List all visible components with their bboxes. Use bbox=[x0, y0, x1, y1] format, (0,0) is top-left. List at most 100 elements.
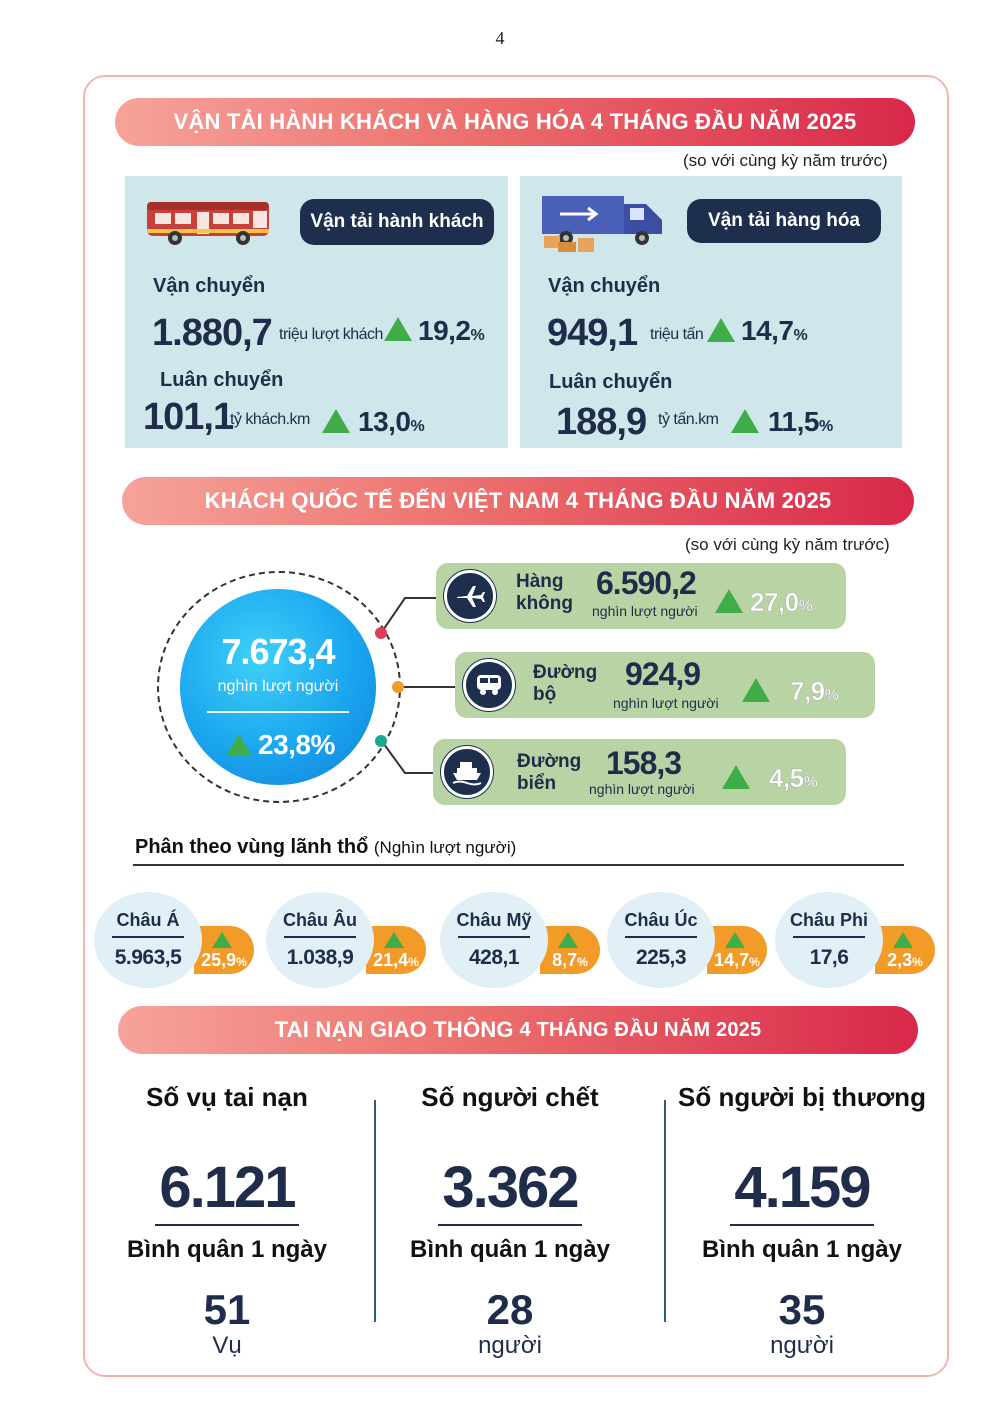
region-name: Châu Úc bbox=[624, 910, 698, 930]
passenger-carried-value: 1.880,7 bbox=[152, 312, 273, 354]
up-arrow-icon bbox=[212, 932, 232, 948]
route-dot-air bbox=[375, 627, 387, 639]
accident-daily-unit: người bbox=[770, 1332, 834, 1359]
up-arrow-icon bbox=[893, 932, 913, 948]
route-card-air: Hàng không 6.590,2 nghìn lượt người 27,0% bbox=[436, 563, 846, 629]
region-pct: 21,4% bbox=[373, 950, 419, 970]
accident-daily-unit: người bbox=[478, 1332, 542, 1359]
accident-value: 6.121 bbox=[159, 1155, 296, 1220]
route-value-road: 924,9 bbox=[625, 656, 701, 692]
region-asia: Châu Á 5.963,5 25,9% bbox=[94, 892, 254, 988]
route-unit-sea: nghìn lượt người bbox=[589, 781, 695, 797]
region-pct: 14,7% bbox=[714, 950, 760, 970]
region-pct: 2,3% bbox=[887, 950, 923, 970]
cargo-rotation-unit: tỷ tấn.km bbox=[658, 411, 719, 428]
region-circle bbox=[607, 892, 715, 988]
route-pct-road: 7,9% bbox=[790, 676, 839, 707]
region-pct: 8,7% bbox=[552, 950, 588, 970]
region-circle bbox=[440, 892, 548, 988]
visitors-banner: KHÁCH QUỐC TẾ ĐẾN VIỆT NAM 4 THÁNG ĐẦU N… bbox=[122, 477, 914, 525]
accident-daily-value: 51 bbox=[203, 1286, 251, 1333]
total-divider bbox=[207, 711, 349, 713]
up-arrow-icon bbox=[731, 409, 759, 433]
route-unit-air: nghìn lượt người bbox=[592, 603, 698, 619]
up-arrow-icon bbox=[384, 932, 404, 948]
region-name: Châu Á bbox=[116, 910, 180, 930]
route-value-sea: 158,3 bbox=[606, 745, 682, 781]
up-arrow-icon bbox=[725, 932, 745, 948]
up-arrow-icon bbox=[742, 678, 770, 702]
passenger-rotation-label: Luân chuyển bbox=[160, 369, 284, 391]
up-arrow-icon bbox=[558, 932, 578, 948]
total-visitors-unit: nghìn lượt người bbox=[217, 678, 339, 695]
cargo-carried-value: 949,1 bbox=[547, 312, 638, 354]
visitors-compare-note: (so với cùng kỳ năm trước) bbox=[685, 535, 890, 554]
passenger-carried-unit: triệu lượt khách bbox=[279, 326, 383, 343]
truck-icon bbox=[538, 192, 670, 259]
route-card-road: Đường bộ 924,9 nghìn lượt người 7,9% bbox=[455, 652, 875, 718]
route-card-sea: Đường biển 158,3 nghìn lượt người 4,5% bbox=[433, 739, 846, 805]
accident-title: Số người bị thương bbox=[678, 1082, 926, 1112]
accidents-banner-rest: 4 THÁNG ĐẦU NĂM 2025 bbox=[513, 1018, 762, 1041]
accidents-banner: TAI NẠN GIAO THÔNG 4 THÁNG ĐẦU NĂM 2025 bbox=[118, 1006, 918, 1054]
ship-icon bbox=[441, 746, 493, 798]
route-dot-sea bbox=[375, 735, 387, 747]
region-divider-line bbox=[625, 936, 697, 938]
cargo-rotation-value: 188,9 bbox=[556, 401, 647, 443]
route-dot-road bbox=[392, 681, 404, 693]
region-circle bbox=[94, 892, 202, 988]
route-name-sea: Đường biển bbox=[517, 751, 582, 794]
transport-compare-note: (so với cùng kỳ năm trước) bbox=[683, 151, 888, 170]
accident-daily-value: 35 bbox=[778, 1286, 826, 1333]
accident-value: 3.362 bbox=[442, 1155, 579, 1220]
transport-banner: VẬN TẢI HÀNH KHÁCH VÀ HÀNG HÓA 4 THÁNG Đ… bbox=[115, 98, 915, 146]
up-arrow-icon bbox=[722, 765, 750, 789]
region-divider-line bbox=[458, 936, 530, 938]
region-america: Châu Mỹ 428,1 8,7% bbox=[440, 892, 600, 988]
up-arrow-icon bbox=[226, 734, 252, 756]
up-arrow-icon bbox=[715, 589, 743, 613]
region-name: Châu Âu bbox=[283, 910, 357, 930]
region-name: Châu Mỹ bbox=[456, 910, 532, 930]
accident-col-injuries: Số người bị thương 4.159 Bình quân 1 ngà… bbox=[668, 1082, 936, 1360]
route-pct-sea: 4,5% bbox=[769, 763, 818, 794]
accident-daily-value: 28 bbox=[486, 1286, 534, 1333]
column-separator bbox=[374, 1100, 376, 1322]
accident-title: Số vụ tai nạn bbox=[146, 1082, 308, 1112]
region-circle bbox=[775, 892, 883, 988]
accident-divider bbox=[730, 1224, 874, 1226]
accident-daily-label: Bình quân 1 ngày bbox=[701, 1236, 902, 1263]
region-name: Châu Phi bbox=[789, 910, 868, 930]
region-value: 17,6 bbox=[809, 946, 849, 969]
accident-daily-label: Bình quân 1 ngày bbox=[126, 1236, 327, 1263]
total-visitors-circle: 7.673,4 nghìn lượt người 23,8% bbox=[180, 589, 376, 785]
content-frame bbox=[83, 75, 949, 1377]
region-value: 428,1 bbox=[468, 946, 520, 969]
cargo-carried-pct: 14,7% bbox=[741, 315, 808, 346]
accident-title: Số người chết bbox=[421, 1082, 599, 1112]
transport-banner-text: VẬN TẢI HÀNH KHÁCH VÀ HÀNG HÓA 4 THÁNG Đ… bbox=[173, 109, 857, 134]
visitors-banner-text: KHÁCH QUỐC TẾ ĐẾN VIỆT NAM 4 THÁNG ĐẦU N… bbox=[204, 488, 832, 513]
up-arrow-icon bbox=[707, 318, 735, 342]
region-divider bbox=[133, 864, 904, 866]
total-visitors-pct: 23,8% bbox=[258, 729, 335, 760]
accident-divider bbox=[155, 1224, 299, 1226]
accident-divider bbox=[438, 1224, 582, 1226]
route-name-air: Hàng không bbox=[516, 571, 573, 614]
region-value: 1.038,9 bbox=[286, 946, 354, 969]
passenger-carried-label: Vận chuyển bbox=[153, 275, 266, 297]
region-circle bbox=[266, 892, 374, 988]
accident-daily-label: Bình quân 1 ngày bbox=[409, 1236, 610, 1263]
region-pct: 25,9% bbox=[201, 950, 247, 970]
up-arrow-icon bbox=[322, 409, 350, 433]
page-number: 4 bbox=[495, 28, 505, 48]
route-name-road: Đường bộ bbox=[533, 662, 598, 705]
passenger-rotation-value: 101,1 bbox=[143, 396, 234, 438]
accident-col-deaths: Số người chết 3.362 Bình quân 1 ngày 28 … bbox=[385, 1082, 635, 1360]
region-africa: Châu Phi 17,6 2,3% bbox=[775, 892, 935, 988]
cargo-carried-unit: triệu tấn bbox=[650, 326, 704, 343]
region-title: Phân theo vùng lãnh thổ (Nghìn lượt ngườ… bbox=[135, 836, 517, 858]
passenger-rotation-pct: 13,0% bbox=[358, 406, 425, 437]
up-arrow-icon bbox=[384, 317, 412, 341]
region-oceania: Châu Úc 225,3 14,7% bbox=[607, 892, 767, 988]
